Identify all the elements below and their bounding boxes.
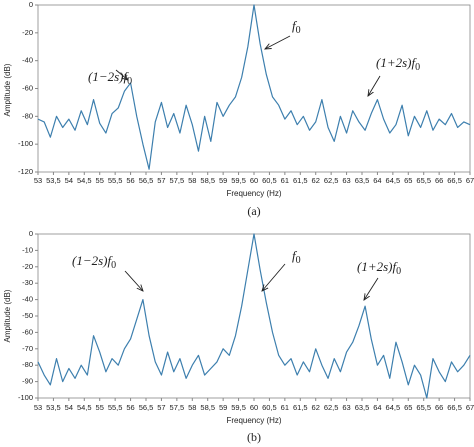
x-tick-label: 57	[157, 403, 165, 412]
x-tick-label: 58,5	[200, 403, 215, 412]
plot-frame	[37, 4, 471, 173]
y-tick-label: -20	[22, 262, 33, 271]
y-tick-label: -100	[18, 139, 33, 148]
x-tick-label: 55,5	[108, 176, 123, 185]
y-axis-label: Amplitude (dB)	[3, 289, 12, 342]
x-tick-label: 67	[466, 403, 474, 412]
x-tick-label: 56	[126, 176, 134, 185]
x-tick-label: 59,5	[231, 403, 246, 412]
x-tick-label: 65	[404, 403, 412, 412]
x-tick-label: 66,5	[447, 403, 462, 412]
y-tick-label: -10	[22, 245, 33, 254]
x-tick-label: 55	[96, 403, 104, 412]
y-tick-label: -80	[22, 360, 33, 369]
x-tick-label: 59	[219, 176, 227, 185]
x-tick-label: 56,5	[139, 176, 154, 185]
x-tick-label: 54	[65, 176, 73, 185]
x-tick-label: 56,5	[139, 403, 154, 412]
annotation-arrow	[262, 263, 286, 291]
x-tick-label: 55	[96, 176, 104, 185]
y-tick-label: -80	[22, 111, 33, 120]
x-tick-label: 63,5	[355, 176, 370, 185]
y-axis-label: Amplitude (dB)	[3, 63, 12, 116]
x-tick-label: 65,5	[416, 403, 431, 412]
x-tick-label: 66	[435, 403, 443, 412]
x-tick-label: 57,5	[170, 176, 185, 185]
x-tick-label: 61	[281, 176, 289, 185]
x-tick-label: 60	[250, 403, 258, 412]
x-tick-label: 58,5	[200, 176, 215, 185]
caption: (a)	[247, 204, 260, 218]
y-tick-label: -50	[22, 311, 33, 320]
x-tick-label: 66	[435, 176, 443, 185]
x-tick-label: 54,5	[77, 403, 92, 412]
x-tick-label: 66,5	[447, 176, 462, 185]
x-tick-label: 59,5	[231, 176, 246, 185]
x-tick-label: 62,5	[324, 403, 339, 412]
annotation-arrow	[364, 277, 379, 300]
x-tick-label: 60,5	[262, 176, 277, 185]
x-tick-label: 65	[404, 176, 412, 185]
x-tick-label: 65,5	[416, 176, 431, 185]
annotation-arrow	[124, 270, 143, 291]
annotation-arrow	[115, 69, 128, 80]
x-tick-label: 55,5	[108, 403, 123, 412]
x-tick-label: 56	[126, 403, 134, 412]
x-axis-label: Frequency (Hz)	[226, 416, 281, 425]
y-tick-label: 0	[29, 0, 33, 9]
x-tick-label: 64	[373, 403, 381, 412]
x-tick-label: 67	[466, 176, 474, 185]
x-tick-label: 63,5	[355, 403, 370, 412]
x-tick-label: 62	[312, 176, 320, 185]
x-tick-label: 64,5	[386, 403, 401, 412]
x-tick-label: 60,5	[262, 403, 277, 412]
x-tick-label: 54,5	[77, 176, 92, 185]
x-tick-label: 57	[157, 176, 165, 185]
annotation: f0	[292, 248, 301, 266]
annotation-arrow	[368, 75, 381, 96]
annotation: f0	[292, 18, 301, 36]
x-tick-label: 60	[250, 176, 258, 185]
y-tick-label: -70	[22, 344, 33, 353]
y-tick-label: -60	[22, 327, 33, 336]
x-tick-label: 58	[188, 403, 196, 412]
x-tick-label: 57,5	[170, 403, 185, 412]
y-tick-label: -60	[22, 83, 33, 92]
y-tick-label: -90	[22, 377, 33, 386]
caption: (b)	[247, 430, 261, 444]
x-tick-label: 63	[342, 176, 350, 185]
y-tick-label: 0	[29, 229, 33, 238]
y-tick-label: -100	[18, 393, 33, 402]
y-tick-label: -120	[18, 167, 33, 176]
y-tick-label: -40	[22, 295, 33, 304]
x-tick-label: 63	[342, 403, 350, 412]
x-tick-label: 53	[34, 403, 42, 412]
x-axis-label: Frequency (Hz)	[226, 189, 281, 198]
y-tick-label: -20	[22, 28, 33, 37]
x-tick-label: 54	[65, 403, 73, 412]
x-tick-label: 61,5	[293, 403, 308, 412]
x-tick-label: 53,5	[46, 176, 61, 185]
x-tick-label: 58	[188, 176, 196, 185]
annotation: (1−2s)f0	[72, 253, 116, 271]
x-tick-label: 53,5	[46, 403, 61, 412]
x-tick-label: 62	[312, 403, 320, 412]
x-tick-label: 62,5	[324, 176, 339, 185]
x-tick-label: 53	[34, 176, 42, 185]
y-tick-label: -40	[22, 56, 33, 65]
annotation: (1+2s)f0	[376, 55, 420, 73]
spectrum-line	[37, 4, 471, 170]
x-tick-label: 61,5	[293, 176, 308, 185]
x-tick-label: 61	[281, 403, 289, 412]
annotation: (1+2s)f0	[357, 259, 401, 277]
y-tick-label: -30	[22, 278, 33, 287]
annotation-arrow	[265, 35, 291, 49]
x-tick-label: 64,5	[386, 176, 401, 185]
x-tick-label: 59	[219, 403, 227, 412]
spectrum-line	[37, 233, 471, 399]
x-tick-label: 64	[373, 176, 381, 185]
